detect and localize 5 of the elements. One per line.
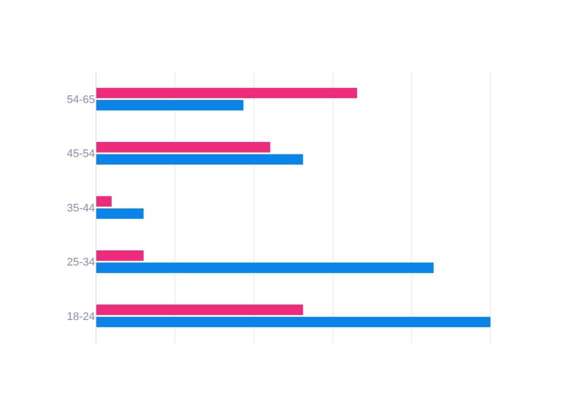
y-tick-label: 18-24 — [66, 310, 95, 323]
y-tick-label: 54-65 — [66, 94, 95, 106]
y-tick-label: 45-54 — [66, 148, 95, 160]
y-tick-label: 25-34 — [66, 256, 95, 269]
y-tick-label: 35-44 — [66, 202, 95, 214]
